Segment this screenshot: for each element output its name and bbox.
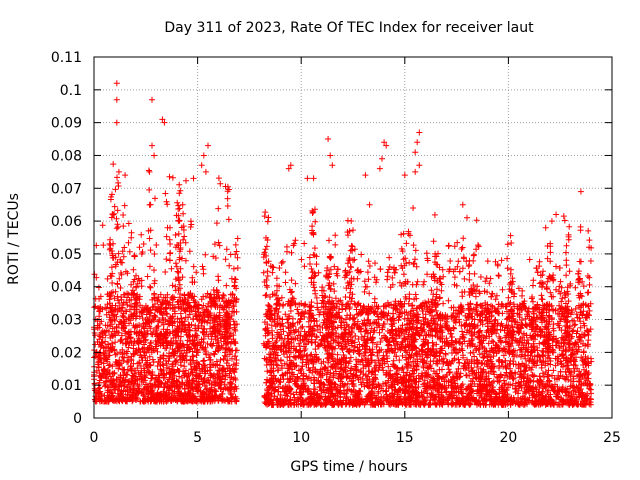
data-point (123, 350, 130, 357)
data-point (147, 284, 154, 291)
data-point (202, 386, 209, 393)
data-point (179, 274, 186, 281)
data-point (202, 251, 209, 258)
data-point (207, 364, 214, 371)
data-point (125, 344, 132, 351)
data-point (211, 387, 218, 394)
data-point (210, 350, 217, 357)
data-point (128, 368, 135, 374)
data-point (226, 370, 233, 377)
data-point (221, 381, 228, 388)
data-point (140, 241, 147, 247)
data-point (120, 313, 127, 320)
data-point (136, 359, 143, 366)
data-point (95, 284, 102, 291)
data-point (222, 349, 228, 356)
data-point (160, 388, 167, 395)
data-point (152, 301, 158, 307)
data-point (93, 367, 100, 374)
data-point (121, 381, 128, 388)
data-point (121, 244, 128, 251)
data-point (181, 363, 188, 370)
data-point (96, 308, 103, 315)
data-point (119, 312, 126, 319)
data-point (147, 380, 153, 387)
data-point (116, 357, 123, 364)
data-point (146, 353, 153, 360)
data-point (162, 269, 169, 275)
data-point (169, 363, 176, 370)
data-point (193, 269, 200, 276)
data-point (194, 332, 201, 339)
data-point (199, 305, 206, 311)
data-point (126, 320, 132, 327)
data-point (145, 346, 152, 353)
data-point (107, 373, 114, 380)
data-point (171, 392, 178, 399)
data-point (133, 391, 140, 398)
data-point (204, 340, 211, 347)
data-point (223, 360, 230, 367)
data-point (169, 282, 176, 289)
data-point (213, 220, 220, 227)
data-point (120, 357, 127, 364)
data-point (114, 350, 120, 357)
data-point (172, 359, 178, 365)
data-point (216, 368, 223, 375)
data-point (164, 311, 171, 317)
data-point (211, 351, 218, 358)
data-point (125, 239, 132, 246)
data-points (91, 80, 595, 408)
data-point (217, 357, 224, 363)
data-point (202, 368, 209, 375)
data-point (169, 387, 176, 394)
data-point (192, 332, 199, 338)
data-point (109, 363, 116, 370)
data-point (215, 367, 222, 374)
data-point (219, 365, 226, 372)
data-point (109, 280, 116, 286)
data-point (224, 357, 231, 364)
data-point (198, 296, 205, 303)
data-point (105, 362, 112, 369)
data-point (233, 347, 240, 354)
chart-title: Day 311 of 2023, Rate Of TEC Index for r… (164, 20, 534, 36)
data-point (160, 326, 167, 333)
data-point (233, 357, 240, 363)
data-point (182, 314, 189, 321)
data-point (141, 393, 148, 400)
data-point (199, 263, 206, 270)
data-point (179, 379, 186, 386)
data-point (233, 398, 240, 405)
data-point (216, 309, 223, 316)
data-point (157, 308, 164, 315)
data-point (190, 263, 197, 270)
data-point (200, 358, 207, 365)
data-point (157, 291, 164, 298)
data-point (200, 270, 207, 277)
data-point (215, 339, 222, 346)
data-point (109, 333, 116, 340)
data-point (148, 339, 155, 346)
data-point (174, 366, 181, 373)
data-point (99, 222, 106, 229)
data-point (166, 321, 173, 328)
